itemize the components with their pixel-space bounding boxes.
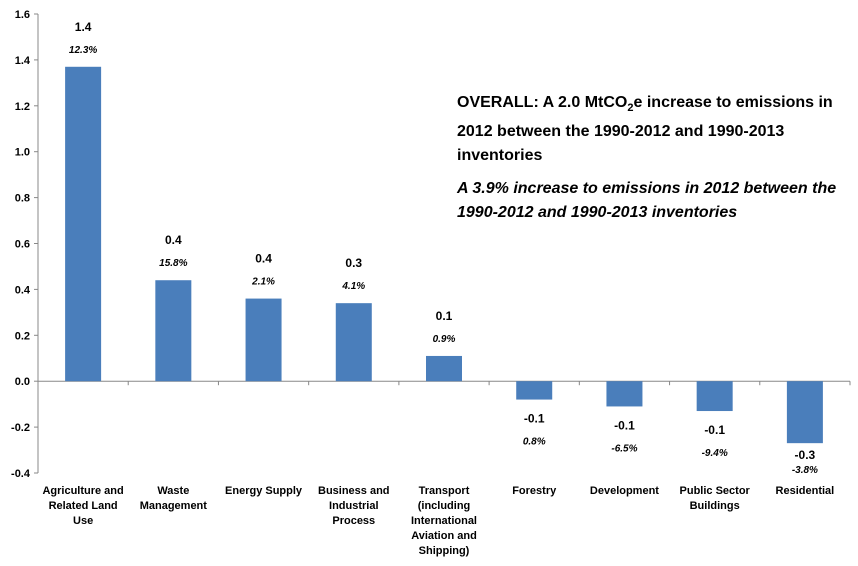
category-label: Transport — [419, 485, 470, 497]
bar — [65, 66, 102, 382]
category-label: Development — [590, 485, 659, 497]
category-label: International — [411, 515, 477, 527]
percent-label: -3.8% — [792, 465, 818, 476]
category-label: Agriculture and — [42, 485, 123, 497]
category-label: Shipping) — [419, 545, 470, 557]
value-label: 0.4 — [255, 252, 272, 266]
bar — [786, 381, 823, 444]
y-tick-label: -0.2 — [11, 422, 30, 434]
category-label: Use — [73, 515, 93, 527]
value-label: 1.4 — [75, 20, 92, 34]
category-label: Energy Supply — [225, 485, 303, 497]
bar — [516, 381, 553, 400]
category-label: Process — [332, 515, 375, 527]
bar — [245, 298, 282, 382]
y-tick-label: -0.4 — [11, 468, 31, 480]
category-label: Related Land — [49, 500, 118, 512]
y-tick-label: 1.4 — [15, 55, 31, 67]
category-label: Business and — [318, 485, 390, 497]
bar — [606, 381, 643, 407]
percent-label: -6.5% — [611, 443, 637, 454]
overall-annotation-line1: OVERALL: A 2.0 MtCO2e increase to emissi… — [457, 91, 847, 168]
y-tick-label: 0.0 — [15, 376, 30, 388]
overall-annotation-line2: A 3.9% increase to emissions in 2012 bet… — [457, 180, 837, 222]
value-label: 0.1 — [436, 309, 453, 323]
value-label: -0.1 — [704, 423, 725, 437]
overall-suffix: e increase to emissions in 2012 between … — [457, 94, 833, 165]
percent-label: 0.9% — [433, 334, 456, 345]
bar — [426, 355, 462, 382]
overall-subscript: 2 — [627, 102, 634, 115]
category-label: Forestry — [512, 485, 557, 497]
category-label: Waste — [157, 485, 189, 497]
category-label: Public Sector — [680, 485, 751, 497]
y-tick-label: 0.2 — [15, 330, 30, 342]
category-label: Aviation and — [411, 530, 477, 542]
y-tick-label: 0.4 — [15, 284, 31, 296]
value-label: -0.1 — [524, 412, 545, 426]
overall-annotation: OVERALL: A 2.0 MtCO2e increase to emissi… — [457, 91, 847, 225]
y-tick-label: 0.8 — [15, 193, 30, 205]
category-label: Residential — [776, 485, 835, 497]
percent-label: 4.1% — [341, 281, 365, 292]
y-tick-label: 0.6 — [15, 239, 30, 251]
category-label: (including — [418, 500, 471, 512]
y-tick-label: 1.0 — [15, 147, 30, 159]
bar — [155, 280, 192, 382]
category-label: Industrial — [329, 500, 379, 512]
overall-prefix: OVERALL: A 2.0 MtCO — [457, 94, 628, 111]
y-tick-label: 1.2 — [15, 101, 30, 113]
category-label: Buildings — [690, 500, 740, 512]
y-tick-label: 1.6 — [15, 9, 30, 21]
value-label: -0.1 — [614, 418, 635, 432]
percent-label: 2.1% — [251, 277, 275, 288]
percent-label: -9.4% — [702, 448, 728, 459]
value-label: 0.3 — [345, 256, 362, 270]
category-label: Management — [140, 500, 208, 512]
percent-label: 0.8% — [523, 437, 546, 448]
percent-label: 12.3% — [69, 45, 97, 56]
value-label: 0.4 — [165, 233, 182, 247]
percent-label: 15.8% — [159, 258, 187, 269]
bar — [696, 381, 733, 412]
bar — [335, 303, 372, 382]
value-label: -0.3 — [795, 448, 816, 462]
